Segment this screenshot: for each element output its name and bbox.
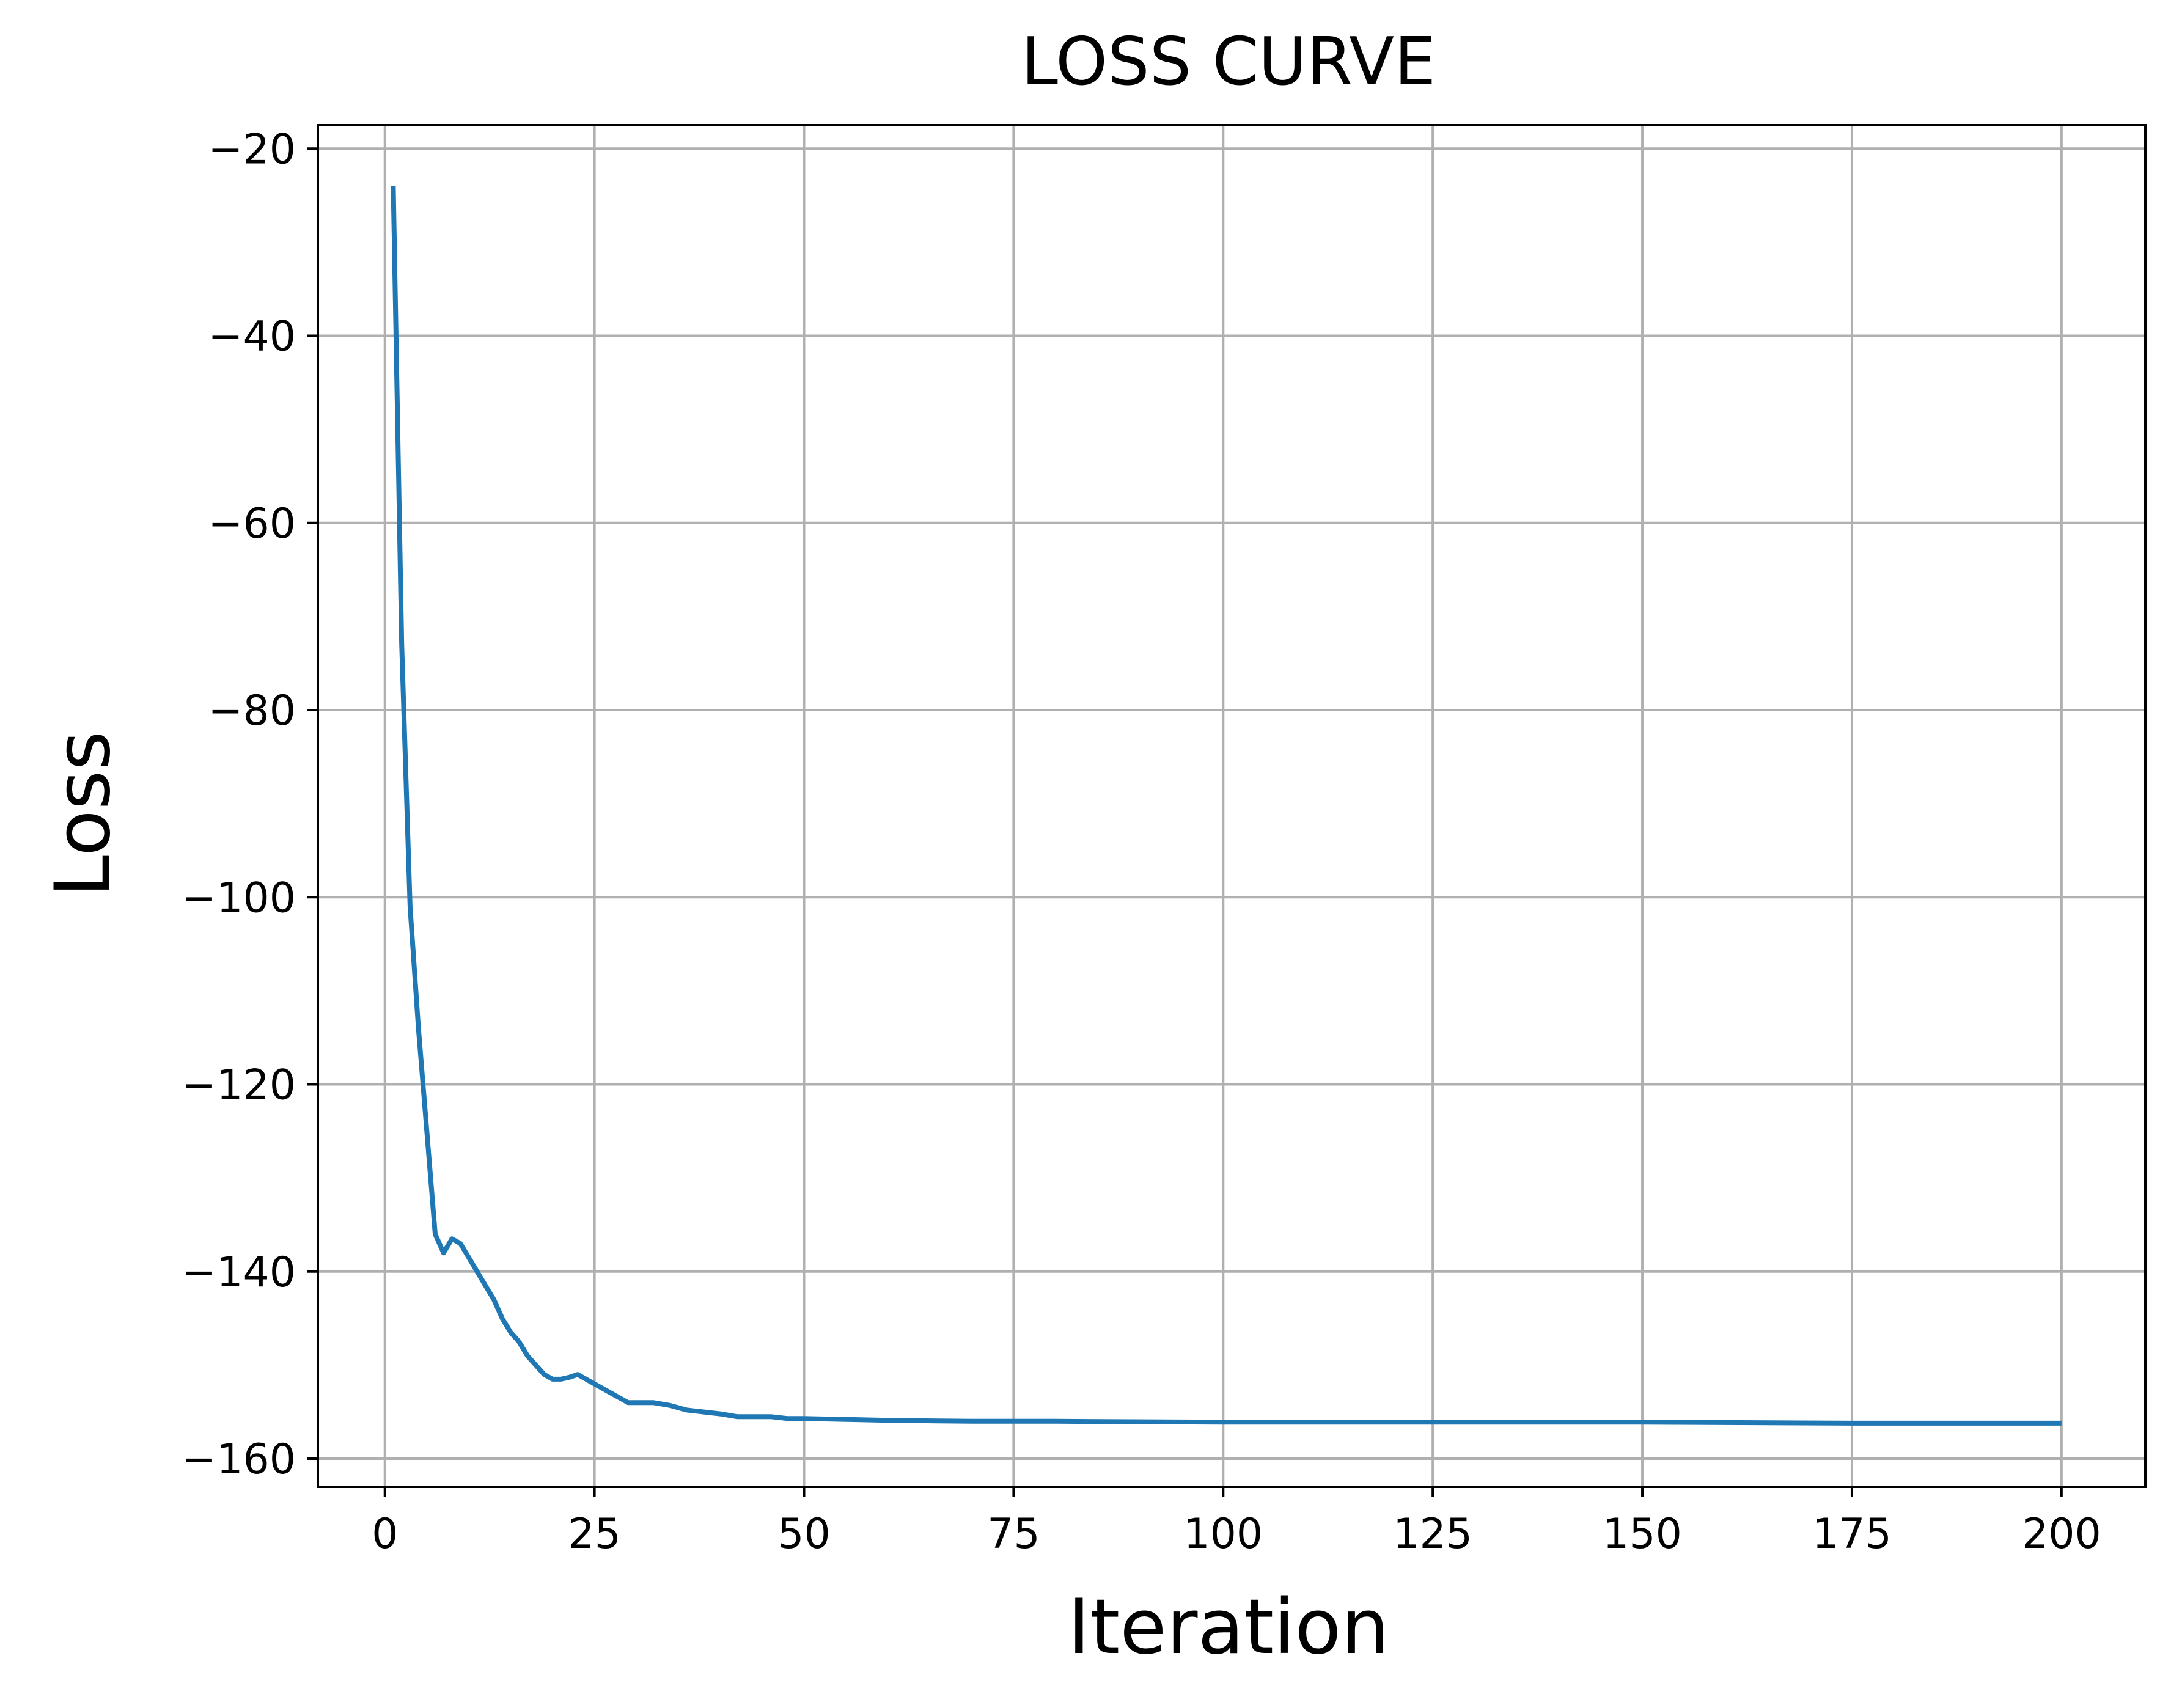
y-tick-label: −40 — [208, 313, 296, 361]
y-tick-label: −60 — [208, 500, 296, 548]
y-tick-label: −160 — [182, 1435, 296, 1484]
series-layer — [391, 186, 2062, 1426]
plot-frame — [317, 124, 2147, 1488]
x-tick-label: 150 — [1603, 1510, 1682, 1558]
x-tick-label: 50 — [777, 1510, 831, 1558]
x-tick-label: 125 — [1393, 1510, 1472, 1558]
loss-line — [391, 186, 2062, 1426]
y-tick-label: −100 — [182, 874, 296, 922]
x-tick-label: 75 — [987, 1510, 1040, 1558]
ticks: 0 25 50 75 100 125 150 175 200 −20 −40 −60 −80 −100 −1… — [182, 125, 2101, 1558]
x-tick-label: 200 — [2022, 1510, 2101, 1558]
x-axis-label: Iteration — [1068, 1583, 1389, 1671]
axes — [317, 124, 2147, 1488]
x-tick-label: 25 — [568, 1510, 621, 1558]
y-tick-label: −140 — [182, 1248, 296, 1297]
chart-title: LOSS CURVE — [1021, 24, 1436, 100]
x-tick-label: 100 — [1183, 1510, 1263, 1558]
grid — [318, 125, 2145, 1487]
y-tick-label: −80 — [208, 687, 296, 735]
y-tick-label: −120 — [182, 1061, 296, 1110]
y-tick-label: −20 — [208, 125, 296, 174]
y-axis-label: Loss — [39, 731, 127, 897]
x-tick-label: 175 — [1812, 1510, 1892, 1558]
x-tick-label: 0 — [372, 1510, 398, 1558]
